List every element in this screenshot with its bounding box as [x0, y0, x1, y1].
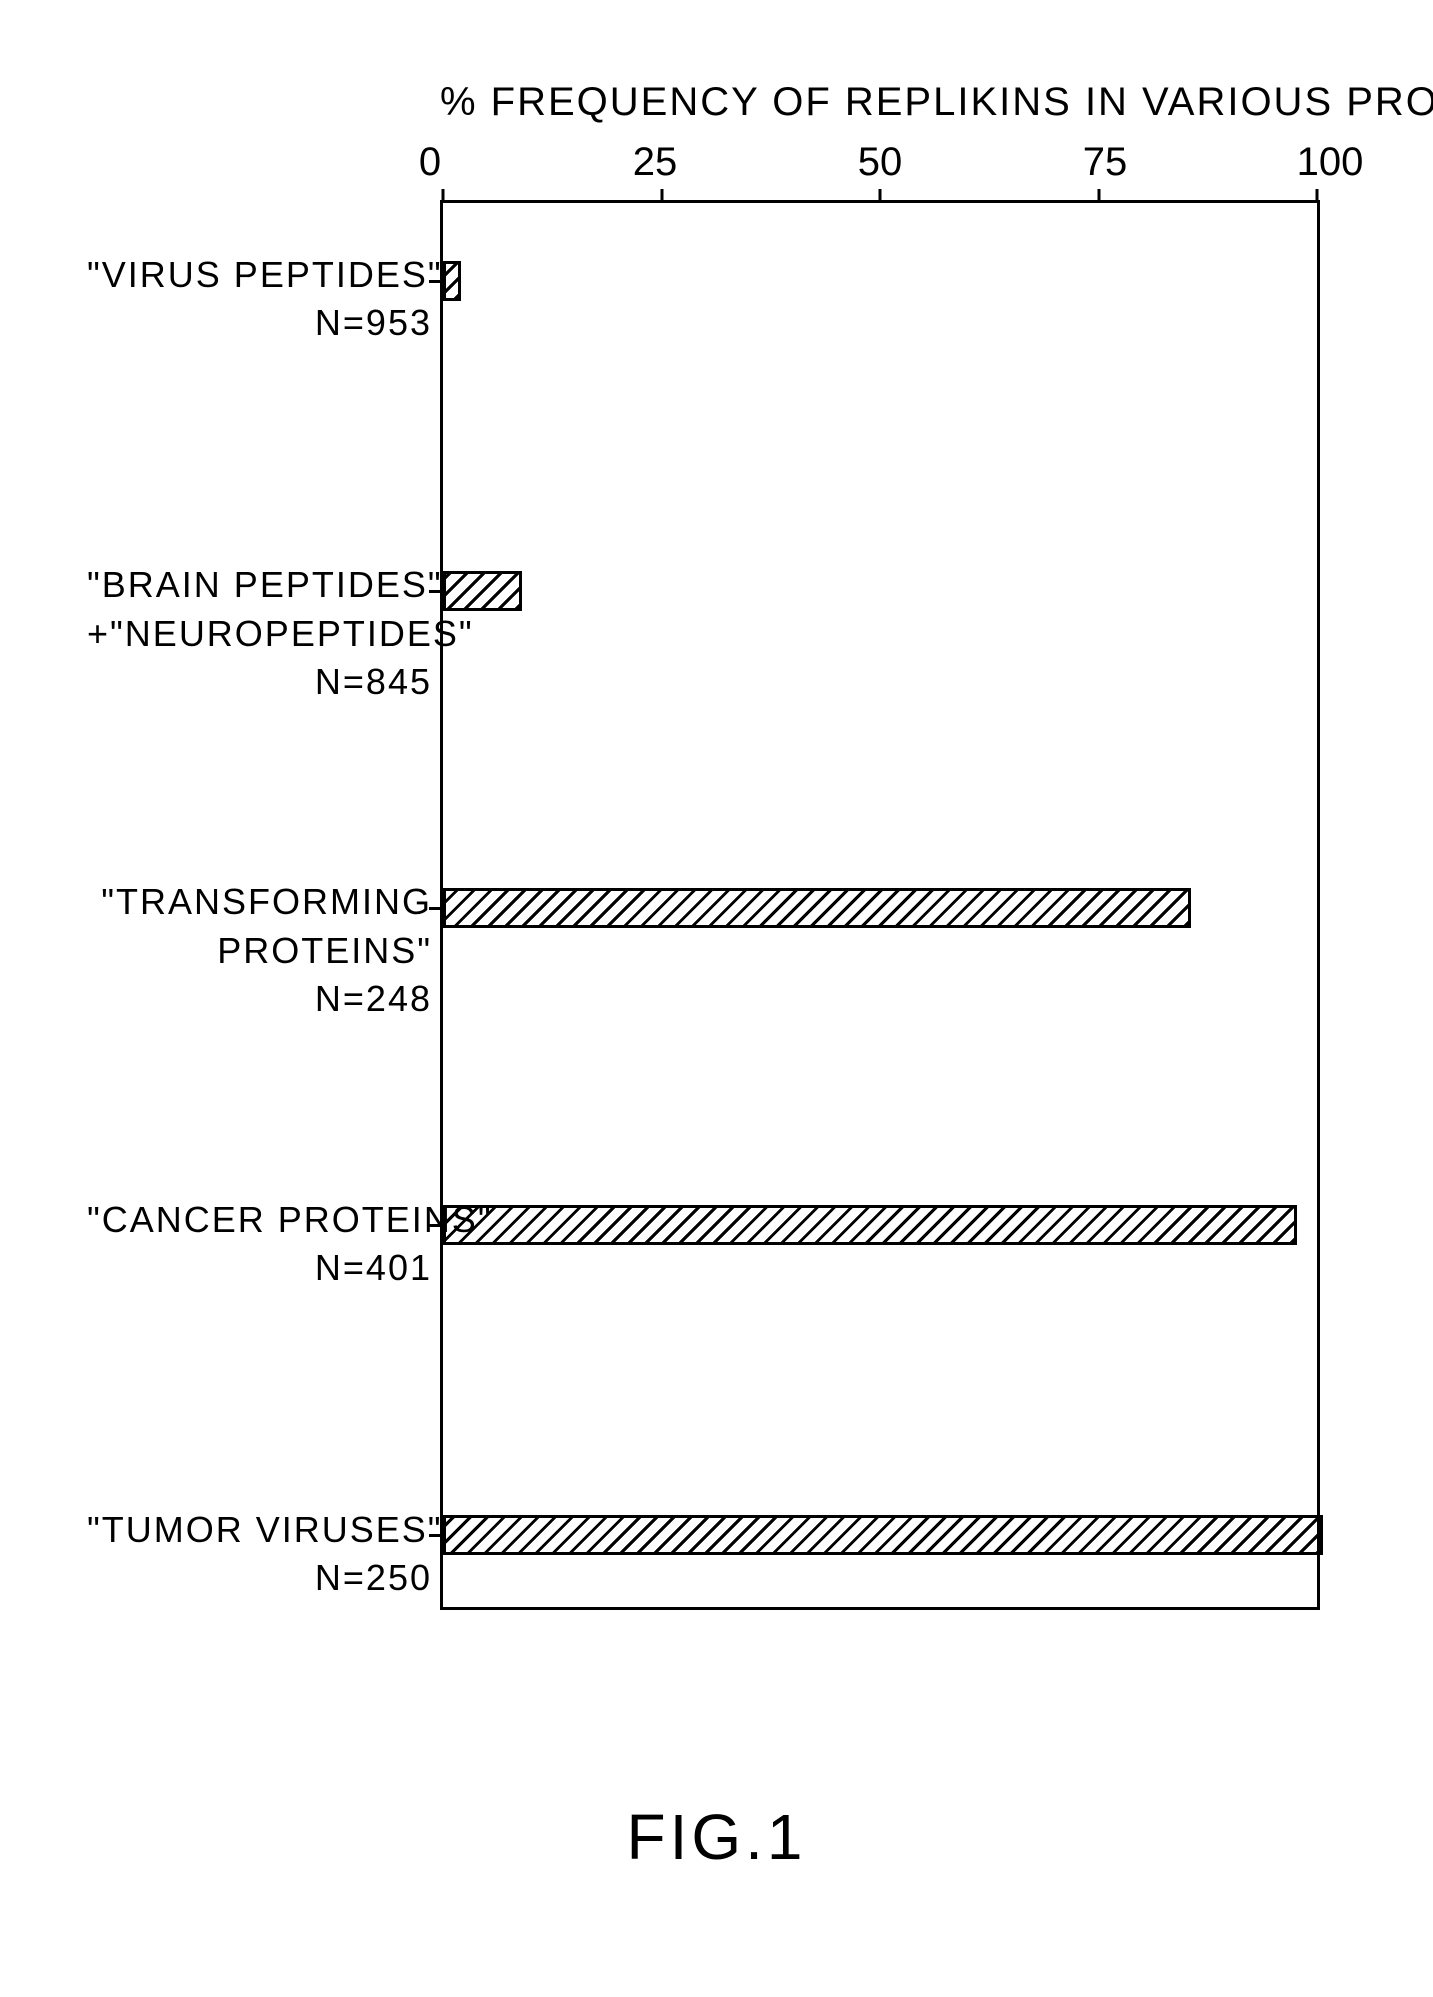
category-label-line: "VIRUS PEPTIDES" — [87, 251, 432, 300]
category-label-line: "TUMOR VIRUSES" — [87, 1506, 432, 1555]
category-label-line: PROTEINS" — [87, 927, 432, 976]
category-label-line: N=401 — [87, 1244, 432, 1293]
category-label-line: +"NEUROPEPTIDES" — [87, 610, 432, 659]
x-tick-label: 50 — [858, 140, 903, 185]
category-label: "TRANSFORMINGPROTEINS"N=248 — [87, 878, 432, 1024]
bar-hatch-fill — [446, 1208, 1294, 1242]
x-tick-mark — [660, 189, 663, 203]
x-tick-label: 0 — [419, 140, 441, 185]
category-label: "TUMOR VIRUSES"N=250 — [87, 1506, 432, 1603]
bar — [443, 571, 522, 611]
x-tick-label: 75 — [1083, 140, 1128, 185]
bar-hatch-fill — [446, 574, 519, 608]
figure-label: FIG.1 — [0, 1800, 1433, 1874]
bar — [443, 1205, 1297, 1245]
category-label: "VIRUS PEPTIDES"N=953 — [87, 251, 432, 348]
bar-hatch-fill — [446, 264, 458, 298]
category-label-line: N=953 — [87, 299, 432, 348]
x-tick-label: 100 — [1297, 140, 1364, 185]
category-label-line: N=845 — [87, 658, 432, 707]
x-tick-mark — [1097, 189, 1100, 203]
plot-area — [440, 200, 1320, 1610]
chart-container: % FREQUENCY OF REPLIKINS IN VARIOUS PROT… — [80, 80, 1360, 1680]
category-label-line: "CANCER PROTEINS" — [87, 1196, 432, 1245]
bar-hatch-fill — [446, 891, 1188, 925]
x-tick-mark — [1316, 189, 1319, 203]
bar-hatch-fill — [446, 1518, 1320, 1552]
x-tick-label: 25 — [633, 140, 678, 185]
category-label-line: N=250 — [87, 1554, 432, 1603]
bar — [443, 888, 1191, 928]
bar — [443, 261, 461, 301]
x-axis-title: % FREQUENCY OF REPLIKINS IN VARIOUS PROT… — [440, 80, 1340, 125]
category-label-line: "BRAIN PEPTIDES" — [87, 561, 432, 610]
category-label: "BRAIN PEPTIDES"+"NEUROPEPTIDES"N=845 — [87, 561, 432, 707]
bar — [443, 1515, 1323, 1555]
category-label: "CANCER PROTEINS"N=401 — [87, 1196, 432, 1293]
category-label-line: "TRANSFORMING — [87, 878, 432, 927]
x-tick-mark — [879, 189, 882, 203]
x-tick-mark — [442, 189, 445, 203]
category-label-line: N=248 — [87, 975, 432, 1024]
page: % FREQUENCY OF REPLIKINS IN VARIOUS PROT… — [0, 0, 1433, 1997]
